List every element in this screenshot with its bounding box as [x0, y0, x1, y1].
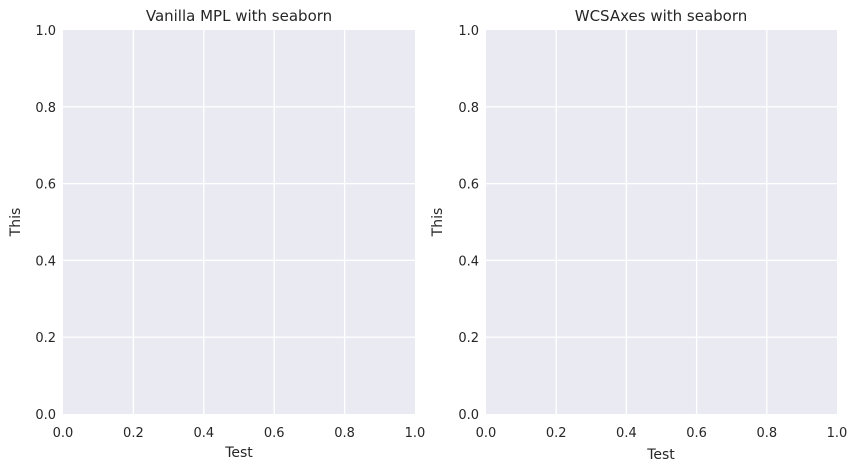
right-plot-area — [486, 30, 837, 414]
left-grid — [63, 30, 415, 414]
right-y-tick-label: 1.0 — [458, 24, 479, 39]
left-x-tick-label: 0.0 — [53, 426, 74, 441]
left-y-tick-label: 0.8 — [35, 101, 56, 116]
right-y-tick-label: 0.0 — [458, 408, 479, 423]
left-chart: 0.0 0.2 0.4 0.6 0.8 1.0 0.0 0.2 0.4 0.6 0.8 1.0 Van… — [8, 7, 425, 461]
right-x-tick-label: 0.6 — [686, 426, 707, 441]
right-chart-title: WCSAxes with seaborn — [575, 7, 748, 25]
right-y-tick-label: 0.4 — [458, 254, 479, 269]
left-x-tick-label: 0.8 — [334, 426, 355, 441]
left-ticks: 0.0 0.2 0.4 0.6 0.8 1.0 0.0 0.2 0.4 0.6 0.8 1.0 — [35, 24, 425, 441]
left-y-tick-label: 1.0 — [35, 24, 56, 39]
right-ticks: 0.0 0.2 0.4 0.6 0.8 1.0 0.0 0.2 0.4 0.6 0.8 1.0 — [458, 24, 847, 441]
left-x-tick-label: 1.0 — [405, 426, 426, 441]
left-y-tick-label: 0.4 — [35, 254, 56, 269]
right-chart: 0.0 0.2 0.4 0.6 0.8 1.0 0.0 0.2 0.4 0.6 0.8 1.0 WCS… — [430, 7, 847, 463]
right-y-tick-label: 0.2 — [458, 331, 479, 346]
right-x-tick-label: 0.0 — [476, 426, 497, 441]
left-y-tick-label: 0.6 — [35, 178, 56, 193]
left-y-axis-label: This — [8, 208, 24, 238]
left-plot-area — [63, 30, 415, 414]
right-x-tick-label: 0.4 — [616, 426, 637, 441]
left-x-axis-label: Test — [224, 445, 253, 461]
right-x-tick-label: 0.2 — [546, 426, 567, 441]
left-x-tick-label: 0.6 — [264, 426, 285, 441]
left-y-tick-label: 0.2 — [35, 331, 56, 346]
right-grid — [486, 30, 837, 414]
left-x-tick-label: 0.2 — [123, 426, 144, 441]
right-y-tick-label: 0.6 — [458, 178, 479, 193]
right-x-tick-label: 1.0 — [827, 426, 848, 441]
left-y-tick-label: 0.0 — [35, 408, 56, 423]
right-x-tick-label: 0.8 — [756, 426, 777, 441]
right-x-axis-label: Test — [646, 447, 675, 463]
left-chart-title: Vanilla MPL with seaborn — [146, 7, 332, 25]
right-y-axis-label: This — [430, 208, 446, 238]
left-x-tick-label: 0.4 — [193, 426, 214, 441]
right-y-tick-label: 0.8 — [458, 101, 479, 116]
